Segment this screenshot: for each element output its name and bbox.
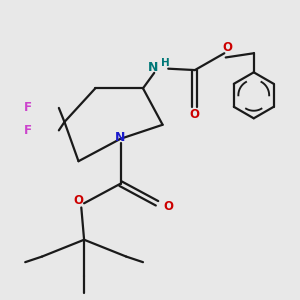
- Text: N: N: [148, 61, 158, 74]
- Text: N: N: [116, 131, 126, 144]
- Text: H: H: [161, 58, 170, 68]
- Text: F: F: [24, 101, 32, 114]
- Text: O: O: [74, 194, 83, 207]
- Text: O: O: [222, 41, 232, 54]
- Text: F: F: [24, 124, 32, 137]
- Text: O: O: [190, 108, 200, 122]
- Text: O: O: [163, 200, 173, 213]
